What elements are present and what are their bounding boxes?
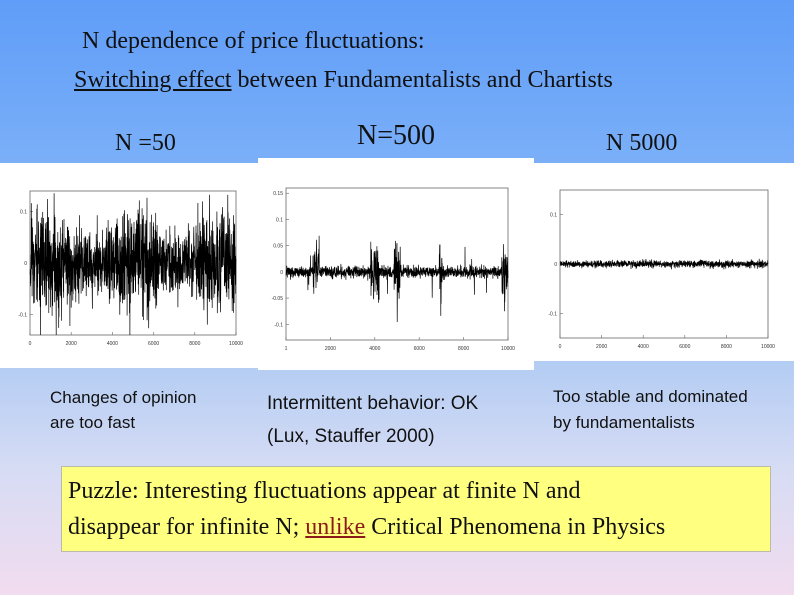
y-tick-label: -0.1: [274, 322, 283, 328]
x-tick-label: 10000: [501, 346, 515, 352]
x-tick-label: 8000: [458, 346, 469, 352]
caption-n500: Intermittent behavior: OK (Lux, Stauffer…: [267, 387, 478, 453]
x-tick-label: 2000: [325, 346, 336, 352]
caption-n5000: Too stable and dominated by fundamentali…: [553, 384, 748, 436]
y-tick-label: -0.05: [272, 296, 284, 302]
puzzle-line2-start: disappear for infinite N;: [68, 514, 306, 540]
chart-n50: 0 2000 4000 6000 8000 10000 0.1 0 -0.1: [18, 190, 243, 347]
puzzle-line2-end: Critical Phenomena in Physics: [365, 514, 666, 540]
x-tick-label: 1: [285, 346, 288, 352]
caption-n5000-line1: Too stable and dominated: [553, 387, 748, 406]
puzzle-line2: disappear for infinite N; unlike Critica…: [68, 509, 770, 545]
series-line: [285, 235, 509, 323]
y-tick-label: 0: [24, 261, 27, 267]
plot-frame: [285, 187, 509, 341]
label-n500: N=500: [357, 120, 436, 151]
y-tick-label: 0.1: [276, 217, 283, 223]
x-tick-label: 0: [29, 341, 32, 347]
x-tick-label: 4000: [107, 341, 118, 347]
chart-panel-n5000: 0 2000 4000 6000 8000 10000 0.1 0 -0.1: [534, 163, 794, 361]
y-tick-label: 0.05: [273, 244, 283, 250]
title-rest-text: between Fundamentalists and Chartists: [231, 67, 613, 93]
label-n5000: N 5000: [606, 130, 678, 156]
unlike-link[interactable]: unlike: [305, 514, 366, 540]
x-tick-label: 6000: [148, 341, 159, 347]
chart-n500: 1 2000 4000 6000 8000 10000 0.15 0.1 0.05 0 -0.05 -…: [272, 187, 515, 352]
caption-n500-line1: Intermittent behavior: OK: [267, 393, 479, 414]
x-tick-label: 2000: [596, 344, 607, 350]
x-tick-label: 0: [559, 344, 562, 350]
switching-effect-text: Switching effect: [74, 67, 232, 93]
y-tick-label: 0: [280, 270, 283, 276]
caption-n50: Changes of opinion are too fast: [50, 385, 197, 435]
chart-n5000: 0 2000 4000 6000 8000 10000 0.1 0 -0.1: [548, 189, 775, 350]
chart-panel-n500: 1 2000 4000 6000 8000 10000 0.15 0.1 0.05 0 -0.05 -…: [258, 158, 534, 370]
y-tick-label: 0: [554, 262, 557, 268]
x-tick-label: 10000: [761, 344, 775, 350]
caption-n500-line2: (Lux, Stauffer 2000): [267, 426, 435, 447]
x-tick-label: 2000: [66, 341, 77, 347]
slide-title-line2: Switching effect between Fundamentalists…: [74, 67, 794, 94]
y-tick-label: 0.15: [273, 191, 283, 197]
x-tick-label: 6000: [414, 346, 425, 352]
caption-n50-line2: are too fast: [50, 413, 136, 432]
x-tick-label: 6000: [679, 344, 690, 350]
slide-title-line1: N dependence of price fluctuations:: [82, 28, 425, 54]
x-tick-label: 4000: [369, 346, 380, 352]
y-tick-label: -0.1: [18, 312, 27, 318]
series-line: [29, 193, 237, 336]
y-tick-label: 0.1: [20, 210, 27, 216]
y-tick-label: -0.1: [548, 311, 557, 317]
caption-n5000-line2: by fundamentalists: [553, 413, 695, 432]
x-tick-label: 10000: [229, 341, 243, 347]
puzzle-box: Puzzle: Interesting fluctuations appear …: [61, 466, 771, 552]
x-tick-label: 8000: [721, 344, 732, 350]
label-n50: N =50: [115, 130, 176, 156]
x-tick-label: 4000: [638, 344, 649, 350]
x-tick-label: 8000: [189, 341, 200, 347]
puzzle-line1: Puzzle: Interesting fluctuations appear …: [68, 478, 581, 504]
y-tick-label: 0.1: [550, 213, 557, 219]
chart-panel-n50: 0 2000 4000 6000 8000 10000 0.1 0 -0.1: [0, 163, 258, 368]
series-line: [559, 258, 769, 270]
caption-n50-line1: Changes of opinion: [50, 388, 197, 407]
